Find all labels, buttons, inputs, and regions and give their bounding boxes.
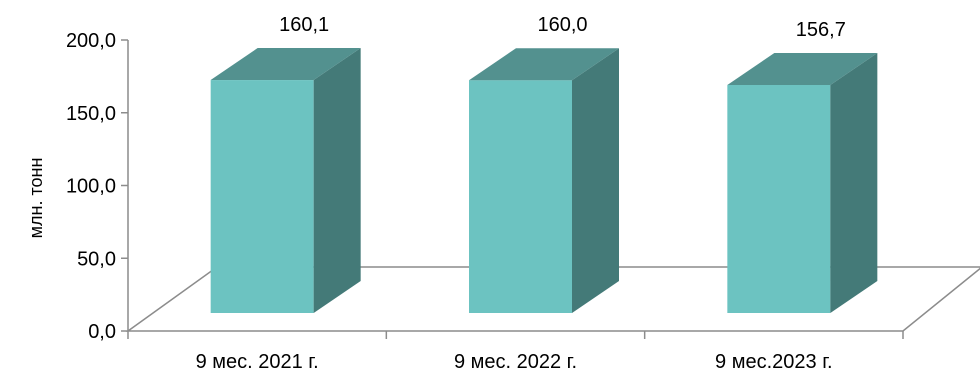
bar-front-face	[210, 80, 314, 313]
bar-1	[210, 48, 361, 313]
x-tick-label: 9 мес.2023 г.	[715, 351, 833, 373]
data-label: 156,7	[796, 19, 846, 41]
bar-3	[727, 53, 878, 314]
y-tick-label: 100,0	[66, 176, 116, 198]
bar-side-face	[830, 53, 878, 314]
bar-top-face	[210, 48, 361, 81]
bar-side-face	[313, 48, 361, 313]
bar-front-face	[727, 85, 831, 314]
chart-bars	[210, 48, 878, 314]
bar-front-face	[469, 80, 572, 313]
bar-side-face	[572, 48, 619, 313]
chart-labels: 160,1 9 мес. 2021 г. 160,0 9 мес. 2022 г. 15…	[196, 14, 846, 373]
x-tick-label: 9 мес. 2022 г.	[454, 351, 577, 373]
y-axis-title: млн. тонн	[26, 158, 46, 239]
x-tick-label: 9 мес. 2021 г.	[196, 351, 319, 373]
y-tick-label: 200,0	[66, 30, 116, 52]
data-label: 160,1	[279, 14, 329, 36]
y-tick-label: 0,0	[88, 321, 116, 343]
bar-2	[469, 48, 619, 313]
bar-top-face	[727, 53, 878, 86]
y-tick-label: 150,0	[66, 103, 116, 125]
chart-axes: 0,0 50,0 100,0 150,0 200,0	[66, 30, 904, 343]
data-label: 160,0	[537, 14, 587, 36]
bar-top-face	[469, 48, 619, 81]
y-tick-label: 50,0	[77, 248, 116, 270]
